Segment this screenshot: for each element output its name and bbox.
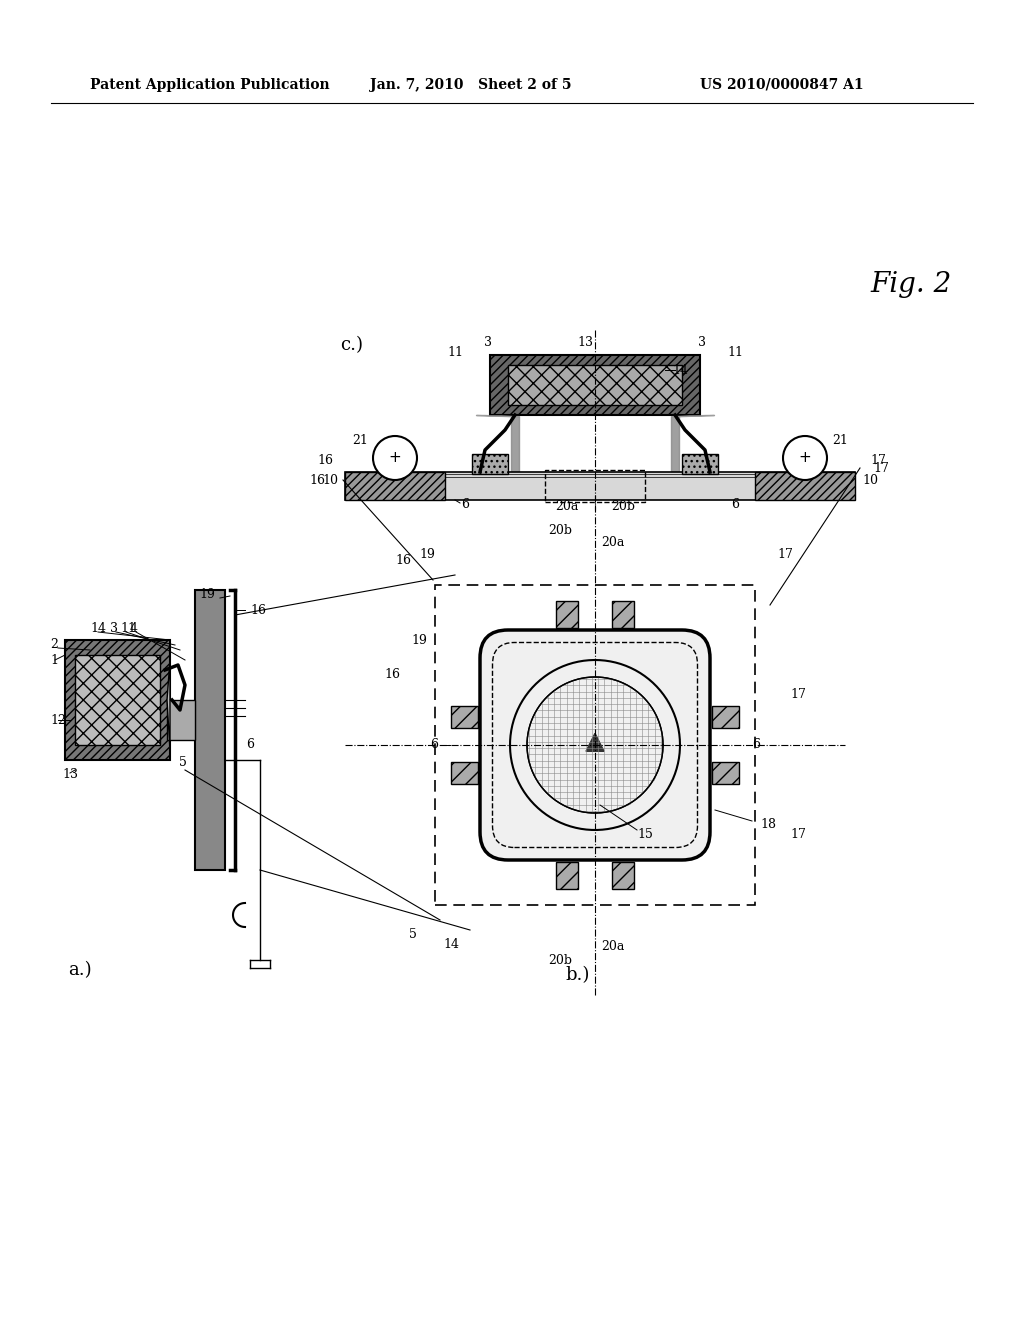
Text: 6: 6	[752, 738, 760, 751]
Text: 21: 21	[833, 433, 848, 446]
Text: 4: 4	[130, 622, 138, 635]
Bar	[712, 762, 739, 784]
Text: 20b: 20b	[611, 500, 635, 513]
FancyBboxPatch shape	[480, 630, 710, 861]
Polygon shape	[167, 660, 170, 750]
Polygon shape	[586, 734, 604, 751]
Text: 6: 6	[246, 738, 254, 751]
Text: 17: 17	[777, 549, 793, 561]
Text: +: +	[389, 450, 401, 466]
Text: 20a: 20a	[601, 940, 625, 953]
Text: 21: 21	[352, 433, 368, 446]
Text: 17: 17	[870, 454, 886, 466]
Text: US 2010/0000847 A1: US 2010/0000847 A1	[700, 78, 863, 92]
Text: 16: 16	[250, 603, 266, 616]
Text: 6: 6	[461, 499, 469, 511]
Text: 20b: 20b	[548, 953, 572, 966]
Bar	[556, 601, 578, 628]
Text: 11: 11	[120, 622, 136, 635]
Bar	[435, 585, 755, 906]
Bar	[345, 473, 855, 500]
Text: 19: 19	[419, 549, 435, 561]
Text: 17: 17	[790, 829, 806, 842]
Text: 5: 5	[179, 756, 187, 770]
Text: 5: 5	[410, 928, 417, 941]
Circle shape	[373, 436, 417, 480]
Text: 19: 19	[199, 589, 215, 602]
Bar	[545, 470, 645, 502]
Bar	[490, 355, 700, 414]
Bar	[682, 454, 718, 474]
Text: 2: 2	[50, 639, 58, 652]
Text: 13: 13	[577, 335, 593, 348]
Bar	[612, 601, 634, 628]
Bar	[712, 706, 739, 729]
Text: 16: 16	[395, 553, 411, 566]
Bar	[472, 454, 508, 474]
Text: 20a: 20a	[601, 536, 625, 549]
Text: 10: 10	[862, 474, 878, 487]
Text: 13: 13	[62, 768, 78, 781]
Text: 17: 17	[873, 462, 889, 474]
Text: 3: 3	[698, 337, 706, 350]
Text: 14: 14	[90, 622, 106, 635]
Text: 19: 19	[411, 634, 427, 647]
Bar	[65, 640, 170, 760]
Text: 12: 12	[50, 714, 66, 726]
Text: 16: 16	[384, 668, 400, 681]
Text: 16: 16	[309, 474, 325, 487]
Text: 18: 18	[760, 818, 776, 832]
Text: 11: 11	[727, 346, 743, 359]
Text: 6: 6	[430, 738, 438, 751]
Text: a.): a.)	[68, 961, 91, 979]
Bar	[612, 862, 634, 888]
Circle shape	[783, 436, 827, 480]
Text: b.): b.)	[565, 966, 590, 983]
Bar	[451, 706, 478, 729]
Text: 14: 14	[672, 363, 688, 376]
Text: Patent Application Publication: Patent Application Publication	[90, 78, 330, 92]
Bar	[75, 655, 160, 744]
Text: 17: 17	[790, 689, 806, 701]
Text: c.): c.)	[340, 337, 362, 354]
Text: Jan. 7, 2010   Sheet 2 of 5: Jan. 7, 2010 Sheet 2 of 5	[370, 78, 571, 92]
Bar	[508, 366, 682, 405]
Text: 3: 3	[110, 622, 118, 635]
Text: 20b: 20b	[548, 524, 572, 536]
Text: 14: 14	[443, 939, 459, 952]
Text: +: +	[799, 450, 811, 466]
Text: 10: 10	[322, 474, 338, 487]
Text: Fig. 2: Fig. 2	[870, 272, 951, 298]
Bar	[345, 473, 445, 500]
Text: 11: 11	[447, 346, 463, 359]
Bar	[451, 762, 478, 784]
Bar	[755, 473, 855, 500]
Text: 6: 6	[731, 499, 739, 511]
Text: 16: 16	[317, 454, 333, 466]
Bar	[195, 590, 225, 870]
Text: 3: 3	[484, 337, 492, 350]
Bar	[556, 862, 578, 888]
Bar	[167, 700, 195, 741]
Text: 20a: 20a	[555, 500, 579, 513]
Text: 15: 15	[637, 829, 653, 842]
Text: 1: 1	[50, 653, 58, 667]
